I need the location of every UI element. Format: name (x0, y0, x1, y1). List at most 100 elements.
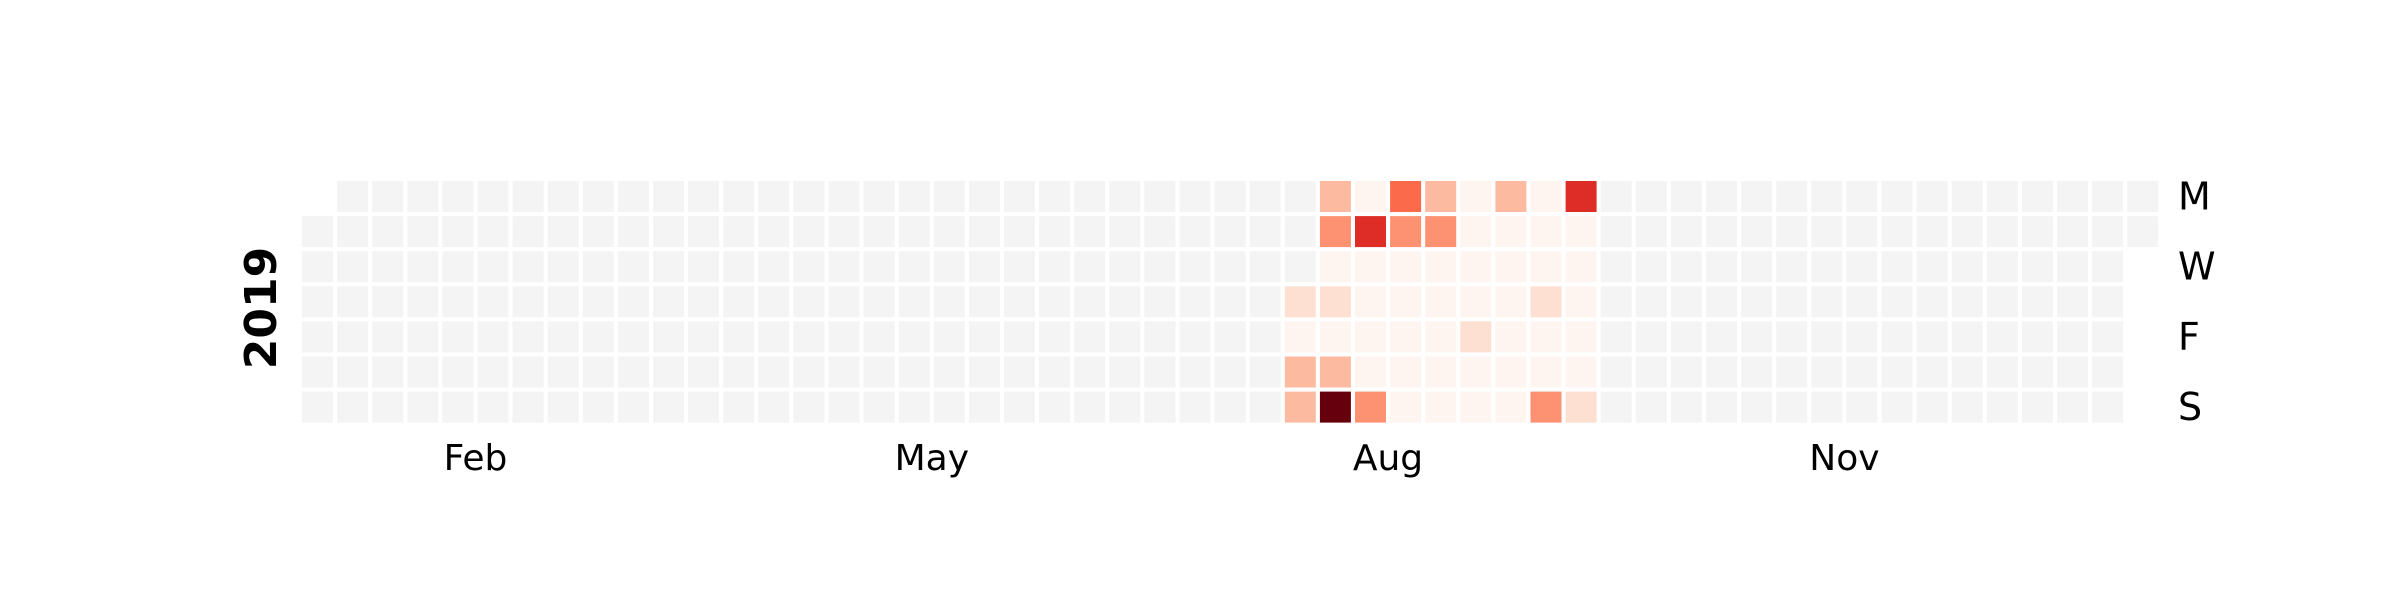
heatmap-cell (1074, 286, 1106, 318)
heatmap-cell (863, 391, 895, 423)
heatmap-cell (1214, 251, 1246, 283)
heatmap-cell (1144, 286, 1176, 318)
heatmap-cell (1214, 286, 1246, 318)
heatmap-cell (337, 251, 369, 283)
heatmap-cell (1004, 181, 1035, 212)
heatmap-cell (1284, 356, 1316, 388)
heatmap-cell (1741, 216, 1773, 248)
heatmap-cell (933, 391, 965, 423)
heatmap-cell (1214, 321, 1246, 353)
heatmap-cell (302, 321, 333, 353)
heatmap-cell (1425, 321, 1457, 353)
heatmap-cell (1284, 321, 1316, 353)
heatmap-cell (758, 391, 790, 423)
heatmap-cell (1495, 181, 1527, 212)
heatmap-cell (442, 391, 474, 423)
heatmap-cell (828, 216, 860, 248)
heatmap-cell (512, 356, 544, 388)
heatmap-cell (442, 286, 474, 318)
heatmap-cell (1776, 216, 1808, 248)
heatmap-cell (1074, 356, 1106, 388)
heatmap-cell (758, 356, 790, 388)
heatmap-cell (1986, 181, 2018, 212)
heatmap-cell (1039, 356, 1071, 388)
heatmap-cell (2021, 216, 2053, 248)
heatmap-cell (1495, 286, 1527, 318)
heatmap-cell (2057, 181, 2088, 212)
heatmap-cell (1179, 286, 1211, 318)
heatmap-cell (1319, 181, 1351, 212)
heatmap-cell (1284, 286, 1316, 318)
heatmap-cell (1249, 356, 1281, 388)
heatmap-cell (758, 286, 790, 318)
heatmap-cell (512, 181, 544, 212)
heatmap-cell (898, 251, 930, 283)
heatmap-cell (688, 216, 720, 248)
heatmap-cell (302, 216, 333, 248)
heatmap-cell (1495, 356, 1527, 388)
heatmap-cell (1916, 391, 1948, 423)
heatmap-cell (617, 321, 649, 353)
heatmap-cell (898, 286, 930, 318)
heatmap-cell (1109, 286, 1141, 318)
heatmap-cell (1425, 356, 1457, 388)
heatmap-cell (442, 321, 474, 353)
heatmap-cell (1109, 251, 1141, 283)
heatmap-cell (1074, 391, 1106, 423)
heatmap-cell (723, 216, 755, 248)
heatmap-cell (653, 321, 684, 353)
heatmap-cell (933, 356, 965, 388)
heatmap-cell (793, 356, 825, 388)
heatmap-cell (477, 181, 509, 212)
heatmap-cell (688, 321, 720, 353)
heatmap-cell (1355, 391, 1386, 423)
heatmap-cell (372, 286, 404, 318)
heatmap-cell (302, 391, 333, 423)
heatmap-cell (1249, 321, 1281, 353)
heatmap-cell (1144, 251, 1176, 283)
heatmap-cell (968, 286, 1000, 318)
heatmap-cell (1144, 391, 1176, 423)
heatmap-cell (407, 181, 439, 212)
heatmap-cell (1004, 216, 1035, 248)
heatmap-cell (1530, 286, 1562, 318)
heatmap-cell (617, 181, 649, 212)
heatmap-cell (828, 321, 860, 353)
heatmap-cell (547, 181, 579, 212)
heatmap-cell (1390, 391, 1422, 423)
heatmap-cell (1109, 181, 1141, 212)
heatmap-cell (582, 251, 614, 283)
heatmap-cell (723, 251, 755, 283)
heatmap-cell (1390, 286, 1422, 318)
heatmap-cell (1179, 251, 1211, 283)
heatmap-cell (1635, 216, 1667, 248)
heatmap-cell (1039, 216, 1071, 248)
heatmap-cell (863, 286, 895, 318)
heatmap-cell (2127, 216, 2159, 248)
heatmap-cell (1390, 216, 1422, 248)
heatmap-cell (302, 356, 333, 388)
heatmap-cell (898, 356, 930, 388)
heatmap-cell (1846, 356, 1878, 388)
heatmap-cell (793, 181, 825, 212)
heatmap-cell (442, 356, 474, 388)
heatmap-cell (1319, 286, 1351, 318)
heatmap-cell (1039, 251, 1071, 283)
heatmap-cell (1600, 321, 1632, 353)
heatmap-cell (1881, 321, 1913, 353)
weekday-tick-label: W (2178, 245, 2216, 289)
heatmap-cell (653, 391, 684, 423)
heatmap-cell (407, 286, 439, 318)
heatmap-cell (1109, 321, 1141, 353)
heatmap-cell (898, 216, 930, 248)
heatmap-cell (1109, 391, 1141, 423)
heatmap-cell (1986, 321, 2018, 353)
heatmap-cell (723, 286, 755, 318)
heatmap-cell (968, 251, 1000, 283)
heatmap-cell (793, 286, 825, 318)
heatmap-cell (1635, 391, 1667, 423)
heatmap-cell (863, 216, 895, 248)
heatmap-cell (688, 181, 720, 212)
